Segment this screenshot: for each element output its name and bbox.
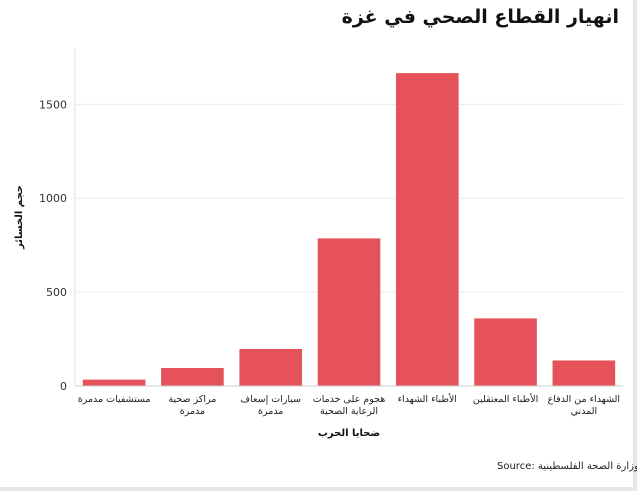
bars (82, 73, 616, 386)
y-axis-label: حجم الخسائر (14, 185, 25, 250)
y-tick-label: 0 (60, 380, 67, 393)
source-note: Source: وزارة الصحة الفلسطينية (497, 461, 637, 472)
x-tick-label: سيارات إسعاف (240, 394, 301, 405)
x-tick-label: مستشفيات مدمرة (78, 394, 151, 405)
x-tick-label: الرعاية الصحية (320, 406, 378, 417)
bar (317, 238, 381, 386)
y-tick-label: 500 (46, 286, 67, 299)
chart-title: انهيار القطاع الصحي في غزة (341, 6, 619, 28)
bar (82, 379, 146, 386)
x-tick-label: مراكز صحية (168, 394, 216, 405)
y-tick-label: 1500 (39, 98, 67, 111)
x-tick-label: مدمرة (180, 406, 205, 417)
y-tick-label: 1000 (39, 192, 67, 205)
x-tick-label: مدمرة (258, 406, 283, 417)
x-tick-label: هجوم على خدمات (313, 394, 386, 405)
bar (474, 318, 537, 386)
x-axis-label: ضحايا الحرب (318, 428, 380, 439)
x-tick-label: المدني (571, 406, 598, 417)
bar (161, 367, 224, 386)
bar (395, 73, 459, 386)
x-tick-label: الأطباء الشهداء (398, 393, 457, 405)
y-tick-labels: 0 500 1000 1500 (39, 98, 67, 393)
x-tick-label: الشهداء من الدفاع (548, 394, 620, 405)
bar (239, 349, 303, 386)
bar (552, 360, 616, 386)
x-tick-label: الأطباء المعتقلين (473, 393, 538, 405)
